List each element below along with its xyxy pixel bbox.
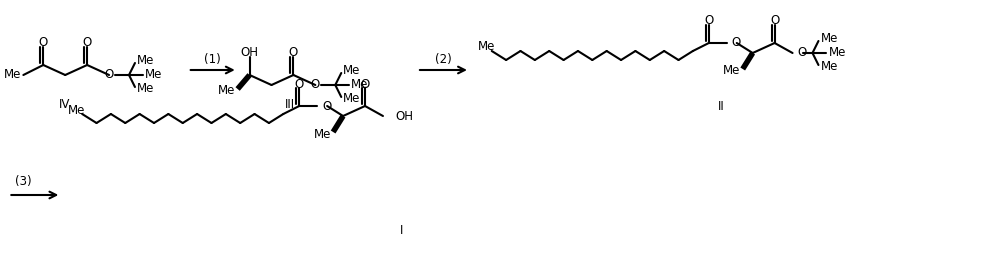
Text: IV: IV xyxy=(59,99,70,112)
Text: O: O xyxy=(295,77,304,91)
Text: O: O xyxy=(770,15,779,28)
Text: (3): (3) xyxy=(15,175,32,188)
Text: Me: Me xyxy=(820,60,838,73)
Text: II: II xyxy=(718,100,724,113)
Text: O: O xyxy=(83,37,92,50)
Text: Me: Me xyxy=(820,33,838,46)
Text: O: O xyxy=(322,99,331,113)
Text: O: O xyxy=(104,68,114,82)
Text: OH: OH xyxy=(241,46,259,60)
Text: OH: OH xyxy=(395,109,413,122)
Text: Me: Me xyxy=(828,46,846,60)
Text: Me: Me xyxy=(351,78,369,91)
Text: (2): (2) xyxy=(435,52,451,65)
Text: O: O xyxy=(289,46,298,60)
Text: Me: Me xyxy=(68,104,86,117)
Text: O: O xyxy=(39,37,48,50)
Text: O: O xyxy=(704,15,713,28)
Text: Me: Me xyxy=(478,41,495,54)
Text: Me: Me xyxy=(343,64,361,77)
Text: Me: Me xyxy=(137,55,154,68)
Text: I: I xyxy=(400,223,404,236)
Text: O: O xyxy=(732,37,741,50)
Text: O: O xyxy=(360,77,370,91)
Text: Me: Me xyxy=(145,68,162,82)
Text: Me: Me xyxy=(314,127,331,140)
Text: Me: Me xyxy=(218,85,236,98)
Text: (1): (1) xyxy=(204,52,221,65)
Text: Me: Me xyxy=(723,64,741,77)
Text: O: O xyxy=(798,46,807,60)
Text: Me: Me xyxy=(137,82,154,95)
Text: Me: Me xyxy=(4,68,21,82)
Text: III: III xyxy=(284,99,295,112)
Text: Me: Me xyxy=(343,92,361,105)
Text: O: O xyxy=(311,78,320,91)
